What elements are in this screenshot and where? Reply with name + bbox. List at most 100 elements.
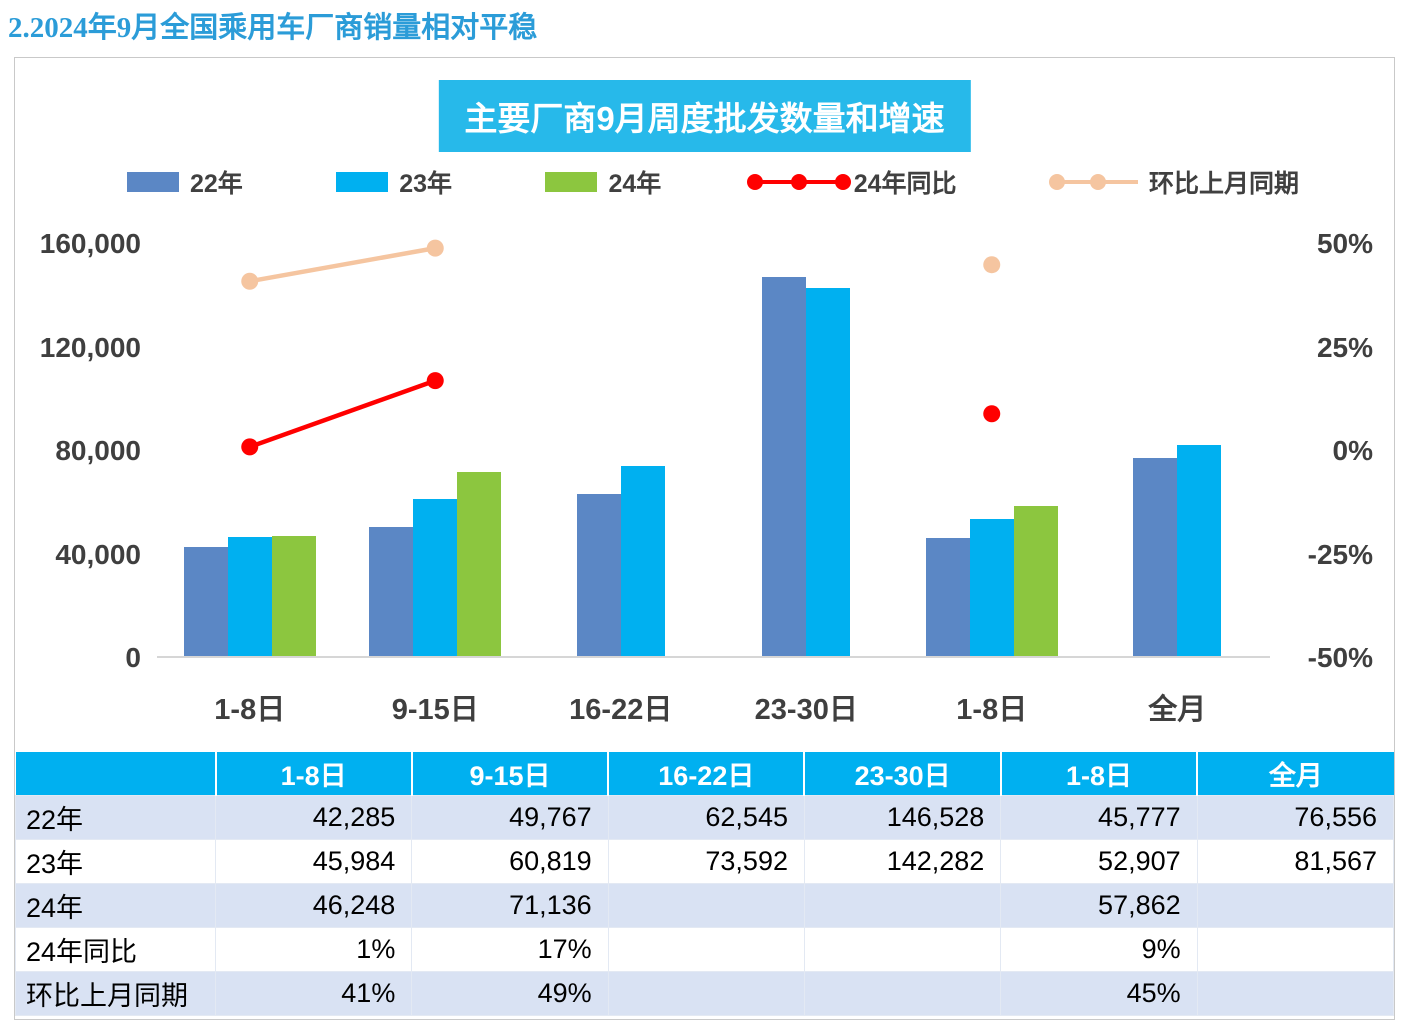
- bar-24年: [1013, 506, 1058, 656]
- table-row-label: 22年: [15, 794, 216, 840]
- y-axis-tick-label: 80,000: [55, 435, 141, 466]
- x-axis-category-label: 16-22日: [569, 694, 673, 726]
- legend-item-22年: 22年: [127, 164, 243, 200]
- table-cell: 52,907: [1000, 838, 1198, 884]
- line-series-overlay: [241, 239, 1001, 456]
- line-point-24年同比: [983, 405, 1001, 423]
- bar-22年: [1133, 457, 1178, 656]
- table-cell: [1196, 926, 1395, 972]
- bar-23年: [806, 287, 851, 656]
- table-cell: [803, 926, 1002, 972]
- table-header-row: 1-8日 9-15日 16-22日 23-30日 1-8日 全月: [15, 752, 1394, 795]
- table-cell: [607, 926, 805, 972]
- table-row-label: 23年: [15, 838, 216, 884]
- chart-panel: 主要厂商9月周度批发数量和增速 22年 23年 24年 24年同比 环比上月同期 160…: [14, 57, 1395, 1020]
- bar-group: [899, 244, 1085, 656]
- y-axis-tick-label: 160,000: [39, 228, 141, 259]
- legend-line-dot-icon: [1048, 174, 1065, 190]
- table-header-cell: 1-8日: [999, 752, 1198, 795]
- y-axis-left: 160,000 120,000 80,000 40,000 0: [15, 227, 141, 675]
- legend-line-icon: [746, 174, 851, 190]
- table-cell: 71,136: [411, 882, 609, 928]
- legend-line-dot-icon: [1090, 174, 1107, 190]
- table-cell: 9%: [1000, 926, 1198, 972]
- table-header-cell: 23-30日: [803, 752, 1001, 795]
- table-cell: 17%: [411, 926, 609, 972]
- table-cell: 76,556: [1196, 794, 1395, 840]
- table-cell: 81,567: [1196, 838, 1395, 884]
- bar-group: [714, 244, 900, 656]
- bar-23年: [1177, 444, 1222, 656]
- bar-23年: [969, 519, 1014, 656]
- table-header-cell: 1-8日: [214, 752, 412, 795]
- legend-line-dot-icon: [790, 174, 807, 190]
- bar-group: [157, 244, 343, 656]
- y2-axis-tick-label: -25%: [1307, 538, 1373, 570]
- table-cell: 41%: [214, 970, 413, 1016]
- legend-swatch-icon: [336, 172, 389, 192]
- x-axis-category-label: 1-8日: [214, 694, 286, 726]
- bar-22年: [925, 537, 970, 656]
- chart-legend: 22年 23年 24年 24年同比 环比上月同期: [127, 164, 1299, 200]
- legend-item-24年: 24年: [545, 164, 661, 200]
- table-cell: 49,767: [411, 794, 609, 840]
- bar-group: [1085, 244, 1271, 656]
- table-cell: 46,248: [214, 882, 413, 928]
- plot-wrap: 160,000 120,000 80,000 40,000 0 50% 25% 0% -25%…: [15, 228, 1394, 673]
- legend-swatch-icon: [545, 172, 598, 192]
- table-row: 24年同比 1% 17% 9%: [15, 926, 1395, 972]
- x-axis-category-label: 9-15日: [391, 694, 479, 726]
- table-cell: 45%: [1000, 970, 1198, 1016]
- table-cell: [1196, 970, 1395, 1016]
- table-cell: [1196, 882, 1395, 928]
- bar-22年: [576, 494, 621, 656]
- x-axis-category-label: 23-30日: [754, 694, 858, 726]
- bar-22年: [762, 276, 807, 656]
- legend-item-环比上月同期: 环比上月同期: [1048, 164, 1299, 200]
- y-axis-tick-label: 40,000: [55, 538, 141, 570]
- bar-22年: [369, 527, 414, 656]
- legend-line-icon: [1048, 174, 1138, 190]
- table-cell: [607, 882, 805, 928]
- line-point-环比上月同期: [983, 256, 1001, 274]
- table-row: 22年 42,285 49,767 62,545 146,528 45,777 76,556: [15, 794, 1395, 840]
- legend-label: 22年: [190, 170, 243, 198]
- table-cell: 49%: [411, 970, 609, 1016]
- y-axis-tick-label: 120,000: [39, 331, 141, 363]
- bar-24年: [457, 471, 502, 656]
- legend-item-23年: 23年: [336, 164, 452, 200]
- table-cell: 62,545: [607, 794, 805, 840]
- legend-label: 24年: [608, 170, 662, 198]
- table-cell: 57,862: [1000, 882, 1198, 928]
- table-cell: 60,819: [411, 838, 609, 884]
- table-cell: 146,528: [803, 794, 1002, 840]
- x-axis-labels: 1-8日 9-15日 16-22日 23-30日 1-8日 全月: [157, 686, 1270, 728]
- table-row-label: 24年同比: [15, 926, 216, 972]
- table-header-cell: 9-15日: [410, 752, 609, 795]
- y-axis-right: 50% 25% 0% -25% -50%: [1277, 227, 1373, 675]
- line-point-环比上月同期: [241, 272, 259, 290]
- y2-axis-tick-label: -50%: [1307, 642, 1373, 673]
- table-cell: 142,282: [803, 838, 1002, 884]
- line-segment-环比上月同期: [249, 245, 436, 284]
- bar-22年: [183, 546, 228, 656]
- legend-label: 24年同比: [853, 170, 957, 198]
- y2-axis-tick-label: 0%: [1332, 435, 1373, 466]
- chart-title: 主要厂商9月周度批发数量和增速: [438, 80, 971, 152]
- legend-line-dot-icon: [834, 174, 851, 190]
- table-cell: 42,285: [214, 794, 413, 840]
- table-cell: 1%: [214, 926, 413, 972]
- x-axis-category-label: 全月: [1148, 694, 1207, 726]
- line-point-24年同比: [426, 372, 444, 390]
- y-axis-tick-label: 0: [125, 642, 141, 673]
- legend-item-24年同比: 24年同比: [746, 164, 957, 200]
- table-row-label: 环比上月同期: [15, 970, 216, 1016]
- y2-axis-tick-label: 25%: [1316, 331, 1373, 363]
- line-point-24年同比: [241, 438, 259, 456]
- bar-groups: [157, 244, 1270, 656]
- y2-axis-tick-label: 50%: [1316, 228, 1373, 259]
- table-cell: [803, 882, 1002, 928]
- table-header-cell: 全月: [1196, 752, 1394, 795]
- table-cell: 73,592: [607, 838, 805, 884]
- legend-label: 环比上月同期: [1148, 170, 1299, 198]
